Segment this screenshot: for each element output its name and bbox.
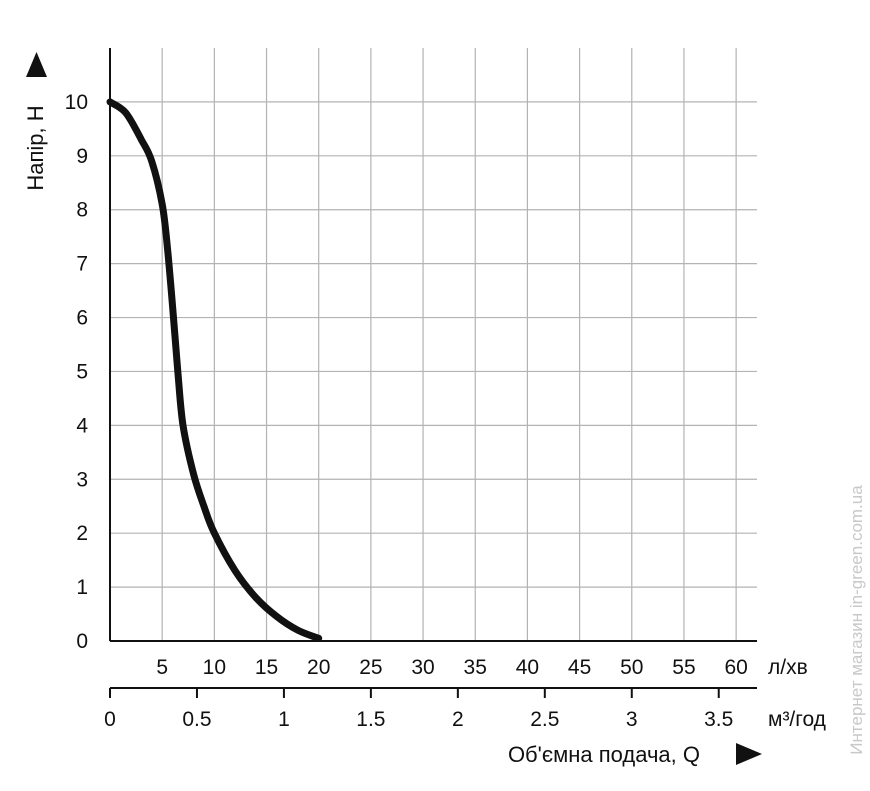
- y-tick-label: 7: [76, 253, 88, 276]
- watermark: Интернет магазин in-green.com.ua: [847, 485, 866, 755]
- y-tick-label: 1: [76, 576, 88, 599]
- x-axis-arrow-icon: [736, 743, 762, 765]
- y-tick-label: 3: [76, 468, 88, 491]
- x-tick-label-m3h: 1: [278, 708, 290, 731]
- y-tick-label: 2: [76, 522, 88, 545]
- x-tick-label-lpm: 60: [724, 656, 747, 679]
- series-group: [106, 98, 323, 642]
- performance-curve: [106, 98, 323, 642]
- x-tick-label-lpm: 15: [255, 656, 278, 679]
- x-tick-label-lpm: 5: [156, 656, 168, 679]
- y-tick-label: 10: [65, 91, 88, 114]
- y-axis-arrow-icon: [26, 52, 47, 77]
- x-tick-label-m3h: 2.5: [530, 708, 559, 731]
- grid: [110, 48, 757, 641]
- y-tick-label: 0: [76, 630, 88, 653]
- x-tick-label-lpm: 30: [411, 656, 434, 679]
- x-tick-label-lpm: 35: [464, 656, 487, 679]
- x-axis-title: Об'ємна подача, Q: [508, 742, 700, 767]
- x-tick-label-lpm: 45: [568, 656, 591, 679]
- y-tick-labels: 0 1 2 3 4 5 6 7 8 9 10: [65, 91, 89, 653]
- x-tick-label-m3h: 0.5: [182, 708, 211, 731]
- x-tick-labels-m3h: 0 0.5 1 1.5 2 2.5 3 3.5: [104, 688, 733, 731]
- x-tick-label-lpm: 10: [203, 656, 226, 679]
- y-axis-title: Напір, Н: [23, 105, 48, 190]
- x-axis-unit-lpm: л/хв: [768, 656, 808, 679]
- x-tick-label-m3h: 3: [626, 708, 638, 731]
- x-tick-label-lpm: 25: [359, 656, 382, 679]
- y-tick-label: 6: [76, 307, 88, 330]
- y-tick-label: 8: [76, 199, 88, 222]
- y-tick-label: 9: [76, 145, 88, 168]
- x-tick-label-lpm: 20: [307, 656, 330, 679]
- x-tick-label-lpm: 50: [620, 656, 643, 679]
- x-axis-unit-m3h: м³/год: [768, 708, 826, 731]
- x-tick-label-lpm: 40: [516, 656, 539, 679]
- x-tick-label-lpm: 55: [672, 656, 695, 679]
- y-tick-label: 5: [76, 360, 88, 383]
- axes: [109, 48, 757, 689]
- x-tick-label-m3h: 0: [104, 708, 116, 731]
- x-tick-label-m3h: 1.5: [356, 708, 385, 731]
- y-tick-label: 4: [76, 414, 88, 437]
- x-tick-labels-lpm: 5 10 15 20 25 30 35 40 45 50 55 60: [156, 656, 747, 679]
- x-tick-label-m3h: 2: [452, 708, 464, 731]
- x-tick-label-m3h: 3.5: [704, 708, 733, 731]
